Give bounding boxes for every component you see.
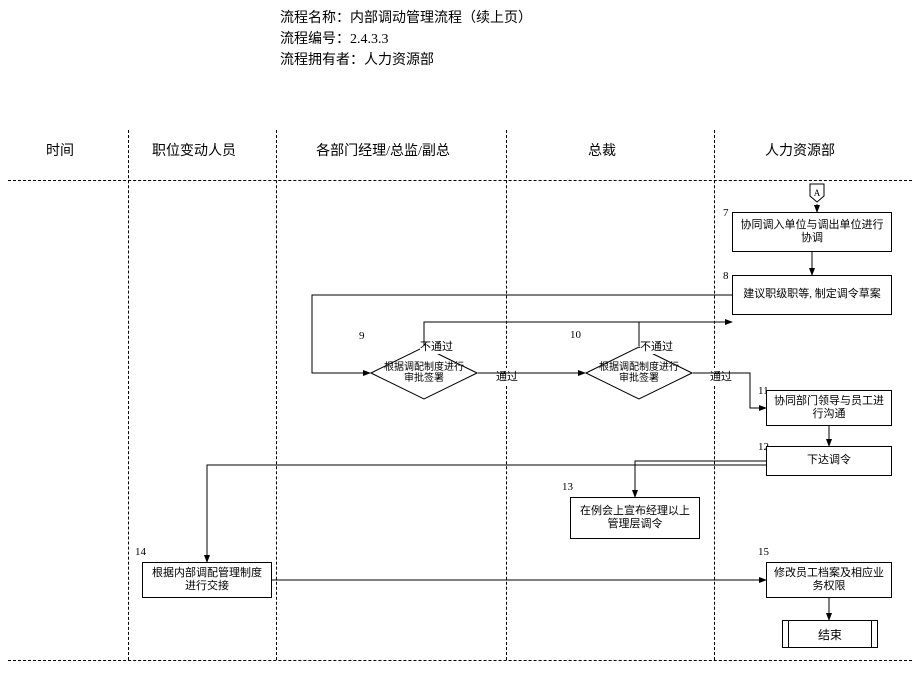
node-15-text: 修改员工档案及相应业务权限: [771, 567, 887, 593]
node-15-box: 修改员工档案及相应业务权限: [766, 562, 892, 598]
process-name-value: 内部调动管理流程（续上页）: [350, 11, 532, 26]
process-owner-value: 人力资源部: [364, 53, 434, 68]
swimlane-header-divider: [8, 180, 912, 181]
node-7-box: 协同调入单位与调出单位进行协调: [732, 212, 892, 252]
node-13-number: 13: [562, 482, 570, 493]
node-9-number: 9: [359, 330, 365, 342]
node-14-box: 根据内部调配管理制度进行交接: [142, 562, 272, 598]
lane-divider-4: [714, 130, 715, 660]
end-terminator: 结束: [782, 620, 878, 648]
node-10-number: 10: [570, 330, 578, 341]
col-header-hr: 人力资源部: [706, 140, 894, 160]
node-11-number: 11: [758, 386, 766, 397]
swimlane-bottom-divider: [8, 660, 912, 661]
node-7-number: 7: [723, 207, 729, 219]
node-10-diamond: 根据调配制度进行审批签署: [585, 346, 693, 400]
col-header-managers: 各部门经理/总监/副总: [268, 140, 498, 160]
node-12-number: 12: [758, 442, 766, 453]
process-header: 流程名称：内部调动管理流程（续上页） 流程编号：2.4.3.3 流程拥有者：人力…: [280, 8, 532, 71]
process-owner-row: 流程拥有者：人力资源部: [280, 50, 532, 71]
connector-label: A: [814, 188, 821, 198]
end-text: 结束: [818, 626, 842, 643]
node-11-text: 协同部门领导与员工进行沟通: [771, 395, 887, 421]
node-10-text: 根据调配制度进行审批签署: [585, 362, 693, 384]
process-code-value: 2.4.3.3: [350, 32, 389, 47]
process-name-label: 流程名称：: [280, 11, 350, 26]
col-header-ceo: 总裁: [498, 140, 706, 160]
node-9-diamond: 根据调配制度进行审批签署: [370, 346, 478, 400]
node-8-text: 建议职级职等, 制定调令草案: [743, 288, 881, 301]
node-11-box: 协同部门领导与员工进行沟通: [766, 390, 892, 426]
node-9-text: 根据调配制度进行审批签署: [370, 362, 478, 384]
lane-divider-3: [506, 130, 507, 660]
node-14-number: 14: [135, 547, 143, 558]
offpage-connector-a: A: [808, 182, 826, 204]
swimlane-headers: 时间 职位变动人员 各部门经理/总监/副总 总裁 人力资源部: [0, 140, 920, 160]
node-8-number: 8: [723, 270, 729, 282]
node-10-fail-label: 不通过: [640, 338, 673, 354]
node-12-text: 下达调令: [807, 454, 851, 467]
node-13-box: 在例会上宣布经理以上管理层调令: [570, 497, 700, 539]
lane-divider-2: [276, 130, 277, 660]
node-8-box: 建议职级职等, 制定调令草案: [732, 275, 892, 315]
col-header-time: 时间: [0, 140, 120, 160]
node-10-pass-label: 通过: [710, 368, 732, 384]
lane-divider-1: [128, 130, 129, 660]
process-code-row: 流程编号：2.4.3.3: [280, 29, 532, 50]
node-13-text: 在例会上宣布经理以上管理层调令: [575, 505, 695, 531]
flowchart-page: 流程名称：内部调动管理流程（续上页） 流程编号：2.4.3.3 流程拥有者：人力…: [0, 0, 920, 690]
node-12-box: 下达调令: [766, 446, 892, 476]
process-code-label: 流程编号：: [280, 32, 350, 47]
node-9-pass-label: 通过: [496, 368, 518, 384]
node-7-text: 协同调入单位与调出单位进行协调: [737, 219, 887, 245]
node-9-fail-label: 不通过: [420, 338, 453, 354]
node-14-text: 根据内部调配管理制度进行交接: [147, 567, 267, 593]
col-header-employee: 职位变动人员: [120, 140, 268, 160]
process-name-row: 流程名称：内部调动管理流程（续上页）: [280, 8, 532, 29]
process-owner-label: 流程拥有者：: [280, 53, 364, 68]
node-15-number: 15: [758, 547, 766, 558]
